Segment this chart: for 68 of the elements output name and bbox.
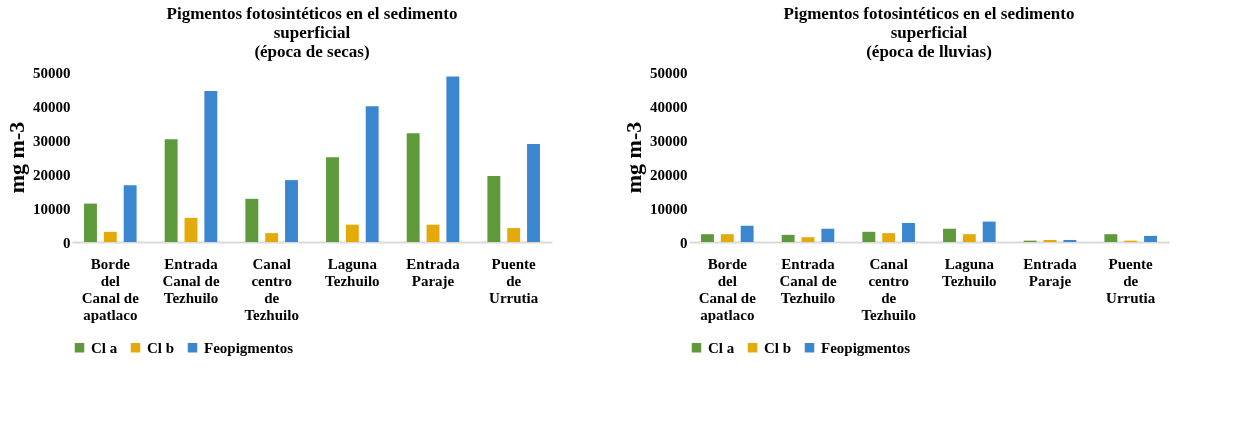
x-tick-label: Puente de Urrutia — [1106, 255, 1156, 306]
bar — [326, 157, 339, 242]
legend-label: Cl b — [764, 339, 792, 356]
bar — [84, 203, 97, 242]
legend-label: Cl a — [708, 339, 735, 356]
y-tick-label: 20000 — [33, 166, 71, 183]
legend-label: Feopigmentos — [204, 339, 294, 356]
y-tick-label: 10000 — [650, 200, 688, 217]
bar — [720, 234, 734, 242]
x-tick-label: Entrada Canal de Tezhuilo — [162, 255, 220, 306]
bar — [740, 225, 754, 242]
x-tick-label: Laguna Tezhuilo — [942, 255, 997, 289]
y-tick-label: 50000 — [650, 64, 688, 81]
bar — [406, 133, 420, 242]
x-tick-label: Canal centro de Tezhuilo — [244, 255, 299, 323]
x-tick-label: Borde del Canal de apatlaco — [81, 255, 140, 323]
x-tick-label: Puente de Urrutia — [489, 255, 539, 306]
bar — [943, 228, 956, 242]
bar — [446, 76, 460, 242]
y-tick-label: 10000 — [33, 200, 71, 217]
bar — [862, 231, 876, 242]
y-tick-label: 40000 — [33, 98, 71, 115]
bar — [1063, 239, 1077, 242]
y-axis-title: mg m-3 — [4, 121, 29, 194]
bar — [701, 234, 714, 242]
bar — [781, 234, 795, 242]
y-tick-label: 0 — [63, 234, 71, 251]
y-tick-label: 40000 — [650, 98, 688, 115]
bar — [426, 224, 440, 242]
bar — [982, 221, 996, 242]
y-tick-label: 20000 — [650, 166, 688, 183]
bar — [265, 233, 279, 242]
y-tick-label: 50000 — [33, 64, 71, 81]
chart-title: Pigmentos fotosintéticos en el sedimento superficial (época de secas) — [166, 4, 458, 61]
bar — [821, 228, 835, 242]
y-tick-label: 30000 — [33, 132, 71, 149]
bar — [285, 180, 298, 242]
bar — [184, 217, 198, 242]
bar — [527, 144, 540, 242]
bar — [345, 224, 359, 242]
x-tick-label: Laguna Tezhuilo — [325, 255, 380, 289]
bar — [365, 106, 379, 242]
legend-label: Feopigmentos — [821, 339, 911, 356]
bar — [245, 198, 259, 242]
bar — [1144, 235, 1157, 242]
x-tick-label: Entrada Paraje — [406, 255, 461, 289]
bar — [1104, 234, 1118, 242]
bar — [962, 234, 976, 242]
legend-label: Cl a — [91, 339, 118, 356]
bar — [882, 233, 896, 242]
x-tick-label: Entrada Paraje — [1023, 255, 1078, 289]
bar — [103, 231, 117, 242]
bar — [1043, 239, 1057, 242]
x-tick-label: Borde del Canal de apatlaco — [698, 255, 757, 323]
x-tick-label: Entrada Canal de Tezhuilo — [779, 255, 837, 306]
bar — [123, 185, 137, 242]
y-tick-label: 0 — [680, 234, 688, 251]
bar — [902, 222, 915, 242]
legend-label: Cl b — [147, 339, 175, 356]
y-tick-label: 30000 — [650, 132, 688, 149]
x-tick-label: Canal centro de Tezhuilo — [861, 255, 916, 323]
bar — [204, 91, 218, 242]
chart-title: Pigmentos fotosintéticos en el sedimento superficial (época de lluvias) — [783, 4, 1075, 61]
bar — [801, 237, 815, 242]
bar — [507, 228, 521, 242]
bar — [487, 176, 501, 242]
y-axis-title: mg m-3 — [621, 121, 646, 194]
bar — [164, 139, 178, 242]
